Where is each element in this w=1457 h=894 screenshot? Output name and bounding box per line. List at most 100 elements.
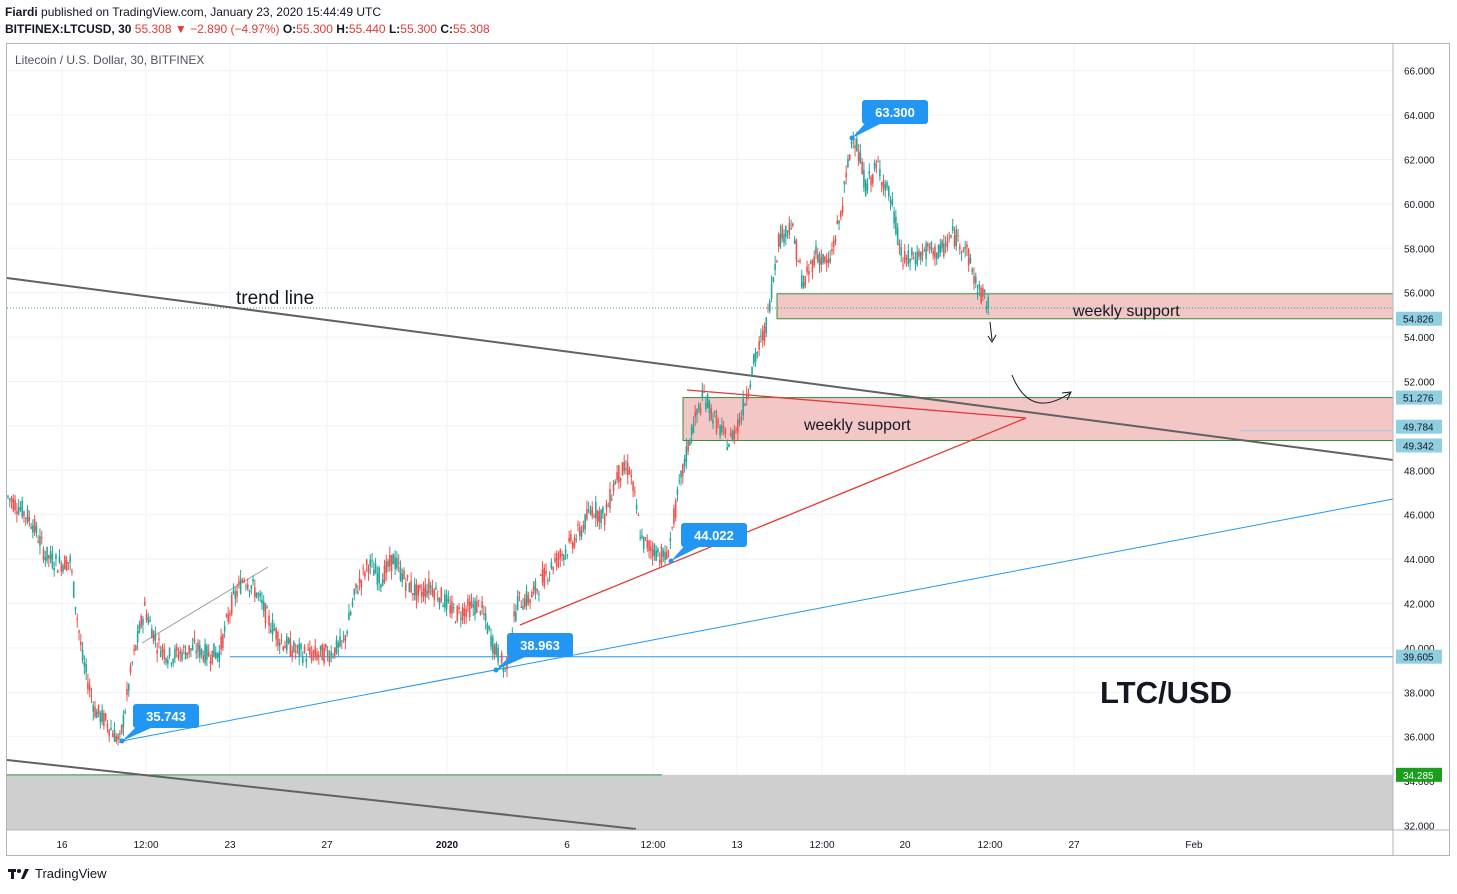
candle-body [605, 504, 608, 509]
y-tick-label: 58.000 [1404, 244, 1435, 255]
close-label: C: [440, 22, 453, 36]
close-value: 55.308 [452, 22, 490, 36]
candle-body [483, 613, 485, 616]
down-arrowhead-icon [987, 334, 997, 343]
chart-frame[interactable] [6, 43, 1450, 856]
candle-body [58, 556, 61, 563]
candle-body [378, 567, 380, 584]
candle-body [94, 706, 96, 718]
candle-body [525, 591, 528, 606]
candle-body [497, 647, 499, 663]
candle-body [213, 643, 215, 658]
candle-body [962, 249, 965, 251]
callout-anchor-dot [493, 667, 499, 673]
candle-body [914, 260, 917, 264]
candle-body [822, 254, 824, 263]
candle-body [293, 641, 295, 652]
candle-body [440, 587, 443, 602]
candle-body [655, 550, 657, 561]
candle-body [287, 638, 290, 644]
candle-body [873, 162, 876, 169]
candle-body [303, 646, 306, 653]
y-tick-label: 34.000 [1404, 777, 1435, 788]
callout-anchor-dot [119, 738, 125, 744]
y-tick-label: 44.000 [1404, 555, 1435, 566]
weekly-support-zone-upper [776, 293, 1394, 320]
candle-body [444, 594, 446, 608]
candle-body [202, 655, 205, 661]
candle-body [412, 593, 414, 595]
candle-body [325, 644, 327, 649]
candle-body [204, 644, 206, 664]
candle-body [275, 628, 277, 640]
price-badge [1396, 438, 1442, 453]
weekly-support-label-upper: weekly support [1072, 303, 1180, 320]
candle-body [753, 354, 755, 364]
candle-body [33, 518, 36, 532]
candle-body [151, 628, 153, 639]
candle-body [238, 581, 240, 584]
candle-body [903, 251, 906, 263]
candle-body [193, 638, 196, 642]
candle-body [111, 733, 114, 738]
candle-body [154, 635, 157, 640]
candle-body [333, 647, 336, 657]
candle-body [268, 615, 270, 626]
candle-body [374, 563, 377, 574]
candle-body [680, 471, 682, 478]
candle-body [216, 653, 219, 658]
candle-body [666, 551, 668, 559]
x-tick-label: 13 [731, 840, 743, 851]
candle-body [589, 510, 592, 514]
candle-body [563, 554, 565, 561]
candle-body [495, 643, 498, 655]
candle-body [902, 265, 904, 267]
candle-body [291, 650, 293, 657]
candle-body [445, 594, 448, 610]
candle-body [39, 536, 41, 546]
candle-body [697, 404, 700, 410]
y-tick-label: 62.000 [1404, 155, 1435, 166]
candle-body [332, 656, 334, 658]
y-tick-label: 48.000 [1404, 466, 1435, 477]
candle-body [174, 648, 176, 659]
candle-body [887, 186, 890, 197]
candle-body [967, 249, 970, 266]
candle-body [417, 585, 420, 596]
candle-body [479, 611, 482, 614]
candle-body [227, 614, 229, 622]
candle-body [222, 634, 224, 649]
candle-body [783, 234, 785, 243]
candle-body [648, 540, 650, 552]
candle-body [825, 260, 828, 264]
candle-body [314, 646, 317, 657]
candle-body [367, 566, 370, 574]
candle-body [323, 647, 325, 664]
candle-body [715, 415, 718, 433]
candle-body [156, 650, 158, 654]
callout-label: 35.743 [146, 709, 186, 724]
candle-body [420, 591, 423, 597]
candle-body [644, 537, 647, 539]
y-tick-label: 40.000 [1404, 644, 1435, 655]
candle-body [312, 650, 315, 654]
candle-body [92, 705, 95, 712]
candle-body [101, 709, 103, 722]
candle-body [392, 554, 395, 565]
candle-body [577, 524, 579, 526]
candle-body [847, 159, 849, 167]
candle-body [436, 597, 439, 600]
candle-body [971, 268, 974, 273]
candle-body [875, 164, 878, 167]
candle-body [319, 645, 322, 650]
candle-body [254, 587, 256, 598]
price-badge [1396, 649, 1442, 664]
candle-body [573, 537, 576, 547]
candle-body [687, 441, 689, 452]
candle-body [602, 507, 604, 514]
candle-body [797, 261, 800, 263]
candle-body [566, 554, 569, 556]
candle-body [467, 598, 469, 606]
x-tick-label: 20 [899, 840, 911, 851]
